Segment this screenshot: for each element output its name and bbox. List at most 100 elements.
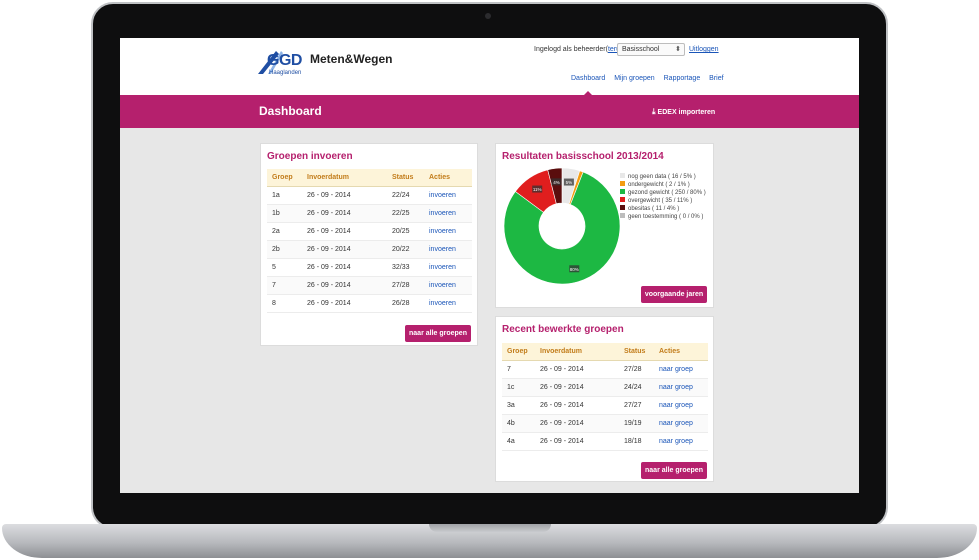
pie-label-bg (551, 178, 562, 186)
pie-slice (503, 171, 621, 285)
pie-label-bg (532, 185, 543, 193)
pie-label-bg (563, 178, 574, 186)
nav-brief[interactable]: Brief (709, 75, 724, 82)
col-acties: Acties (654, 343, 708, 361)
school-select[interactable]: Basisschool ⬍ (617, 43, 685, 56)
nav-mijn-groepen[interactable]: Mijn groepen (614, 75, 655, 82)
cell-groep: 1a (267, 186, 302, 205)
back-link[interactable]: terug (607, 46, 624, 53)
pie-slice (547, 167, 563, 205)
cell-actie[interactable]: naar groep (654, 432, 708, 451)
login-status: Ingelogd als beheerder(terug) (534, 46, 626, 53)
legend-swatch (620, 197, 625, 202)
table-row: 8 26 - 09 - 2014 26/28 invoeren (267, 294, 472, 313)
groups-panel: Groepen invoeren Groep Invoerdatum Statu… (260, 143, 478, 346)
table-header: Groep Invoerdatum Status Acties (502, 343, 708, 361)
previous-years-button[interactable]: voorgaande jaren (641, 286, 707, 303)
cell-actie[interactable]: invoeren (424, 294, 472, 313)
results-panel: Resultaten basisschool 2013/2014 5% 80% 11… (495, 143, 714, 308)
table-row: 2a 26 - 09 - 2014 20/25 invoeren (267, 222, 472, 241)
pie-label: 11% (533, 187, 542, 192)
cell-groep: 1c (502, 378, 535, 397)
edex-import-label: EDEX importeren (657, 109, 716, 116)
legend-item: ondergewicht ( 2 / 1% ) (620, 181, 706, 189)
table-row: 5 26 - 09 - 2014 32/33 invoeren (267, 258, 472, 277)
legend-swatch (620, 189, 625, 194)
ggd-logo-icon[interactable] (256, 50, 296, 76)
pie-label: 5% (566, 180, 573, 185)
cell-actie[interactable]: invoeren (424, 276, 472, 295)
screen: GGD Haaglanden Meten&Wegen Ingelogd als … (120, 38, 859, 493)
nav-rapportage[interactable]: Rapportage (663, 75, 701, 82)
table-row: 4a 26 - 09 - 2014 18/18 naar groep (502, 432, 708, 451)
cell-actie[interactable]: invoeren (424, 258, 472, 277)
table-row: 1a 26 - 09 - 2014 22/24 invoeren (267, 186, 472, 205)
table-row: 2b 26 - 09 - 2014 20/22 invoeren (267, 240, 472, 259)
recent-all-groups-button[interactable]: naar alle groepen (641, 462, 707, 479)
cell-actie[interactable]: naar groep (654, 360, 708, 379)
camera (485, 13, 491, 19)
cell-invoerdatum: 26 - 09 - 2014 (302, 204, 387, 223)
legend-item: nog geen data ( 16 / 5% ) (620, 173, 706, 181)
col-invoerdatum: Invoerdatum (535, 343, 619, 361)
col-invoerdatum: Invoerdatum (302, 169, 387, 187)
cell-actie[interactable]: naar groep (654, 414, 708, 433)
cell-groep: 3a (502, 396, 535, 415)
cell-status: 20/22 (387, 240, 424, 259)
edex-import-button[interactable]: ⤓ EDEX importeren (652, 107, 715, 117)
legend-swatch (620, 173, 625, 178)
recent-table: Groep Invoerdatum Status Acties 7 26 - 09… (502, 343, 708, 451)
all-groups-button[interactable]: naar alle groepen (405, 325, 471, 342)
nav-dashboard[interactable]: Dashboard (571, 75, 606, 82)
logout-link[interactable]: Uitloggen (689, 46, 719, 53)
table-row: 7 26 - 09 - 2014 27/28 invoeren (267, 276, 472, 295)
cell-actie[interactable]: naar groep (654, 396, 708, 415)
pie-label-bg (569, 265, 580, 273)
cell-invoerdatum: 26 - 09 - 2014 (535, 378, 619, 397)
cell-invoerdatum: 26 - 09 - 2014 (302, 258, 387, 277)
legend-label: obesitas ( 11 / 4% ) (628, 206, 680, 212)
table-row: 4b 26 - 09 - 2014 19/19 naar groep (502, 414, 708, 433)
cell-status: 22/24 (387, 186, 424, 205)
cell-groep: 2b (267, 240, 302, 259)
legend-item: geen toestemming ( 0 / 0% ) (620, 213, 706, 221)
laptop-notch (429, 524, 551, 532)
cell-status: 19/19 (619, 414, 654, 433)
app-name: Meten&Wegen (310, 52, 393, 66)
legend-label: geen toestemming ( 0 / 0% ) (628, 214, 704, 220)
cell-status: 27/28 (387, 276, 424, 295)
page-title: Dashboard (259, 104, 322, 118)
cell-invoerdatum: 26 - 09 - 2014 (535, 414, 619, 433)
school-select-value: Basisschool (622, 46, 660, 53)
logo-text[interactable]: GGD (267, 52, 302, 69)
cell-actie[interactable]: invoeren (424, 186, 472, 205)
cell-status: 24/24 (619, 378, 654, 397)
table-row: 1b 26 - 09 - 2014 22/25 invoeren (267, 204, 472, 223)
legend-label: overgewicht ( 35 / 11% ) (628, 198, 693, 204)
cell-actie[interactable]: invoeren (424, 240, 472, 259)
cell-invoerdatum: 26 - 09 - 2014 (535, 360, 619, 379)
pie-label: 4% (553, 180, 560, 185)
groups-table: Groep Invoerdatum Status Acties 1a 26 - 0… (267, 169, 472, 313)
recent-panel-title: Recent bewerkte groepen (502, 324, 624, 335)
table-row: 3a 26 - 09 - 2014 27/27 naar groep (502, 396, 708, 415)
results-pie-chart: 5% 80% 11% 4% (503, 167, 621, 285)
cell-actie[interactable]: naar groep (654, 378, 708, 397)
cell-status: 22/25 (387, 204, 424, 223)
cell-status: 27/27 (619, 396, 654, 415)
legend-item: gezond gewicht ( 250 / 80% ) (620, 189, 706, 197)
cell-invoerdatum: 26 - 09 - 2014 (535, 396, 619, 415)
active-nav-indicator (584, 91, 592, 95)
cell-status: 26/28 (387, 294, 424, 313)
cell-actie[interactable]: invoeren (424, 204, 472, 223)
legend-label: ondergewicht ( 2 / 1% ) (628, 182, 690, 188)
col-status: Status (619, 343, 654, 361)
cell-status: 20/25 (387, 222, 424, 241)
table-row: 1c 26 - 09 - 2014 24/24 naar groep (502, 378, 708, 397)
legend-swatch (620, 213, 625, 218)
select-caret-icon: ⬍ (675, 46, 681, 53)
legend-label: gezond gewicht ( 250 / 80% ) (628, 190, 706, 196)
page-banner: Dashboard ⤓ EDEX importeren (120, 95, 859, 128)
table-header: Groep Invoerdatum Status Acties (267, 169, 472, 187)
cell-actie[interactable]: invoeren (424, 222, 472, 241)
